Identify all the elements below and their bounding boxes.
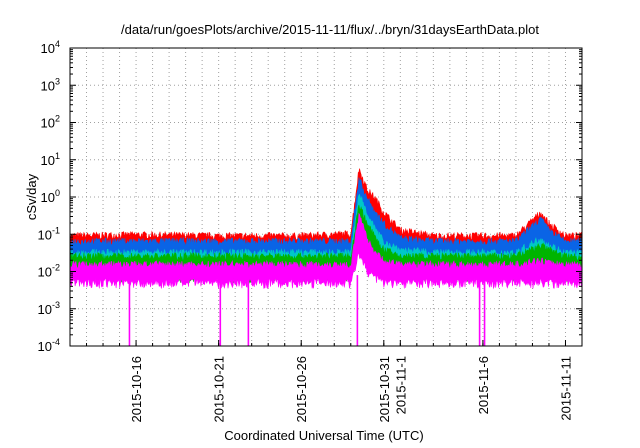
series <box>69 212 583 346</box>
data-series <box>69 168 583 346</box>
y-tick-label: 10-3 <box>38 300 60 317</box>
x-tick-label: 2015-11-11 <box>558 356 573 421</box>
x-tick-label: 2015-11-6 <box>476 356 491 414</box>
grid-lines <box>70 48 582 346</box>
x-tick-label: 2015-10-21 <box>212 356 227 423</box>
x-tick-label: 2015-10-31 <box>377 356 392 423</box>
y-tick-label: 100 <box>41 188 60 205</box>
y-tick-label: 10-2 <box>38 263 60 280</box>
x-tick-label: 2015-10-16 <box>129 356 144 423</box>
y-tick-label: 103 <box>41 76 60 93</box>
y-tick-label: 102 <box>41 114 60 131</box>
x-axis-label: Coordinated Universal Time (UTC) <box>224 428 423 443</box>
y-tick-label: 10-4 <box>38 337 60 354</box>
y-axis-label: cSv/day <box>24 173 39 220</box>
y-tick-label: 104 <box>41 39 60 56</box>
x-tick-label: 2015-10-26 <box>294 356 309 423</box>
y-tick-label: 10-1 <box>38 225 60 242</box>
y-tick-label: 101 <box>41 151 60 168</box>
chart-title: /data/run/goesPlots/archive/2015-11-11/f… <box>121 22 539 37</box>
x-tick-label: 2015-11-1 <box>393 356 408 414</box>
